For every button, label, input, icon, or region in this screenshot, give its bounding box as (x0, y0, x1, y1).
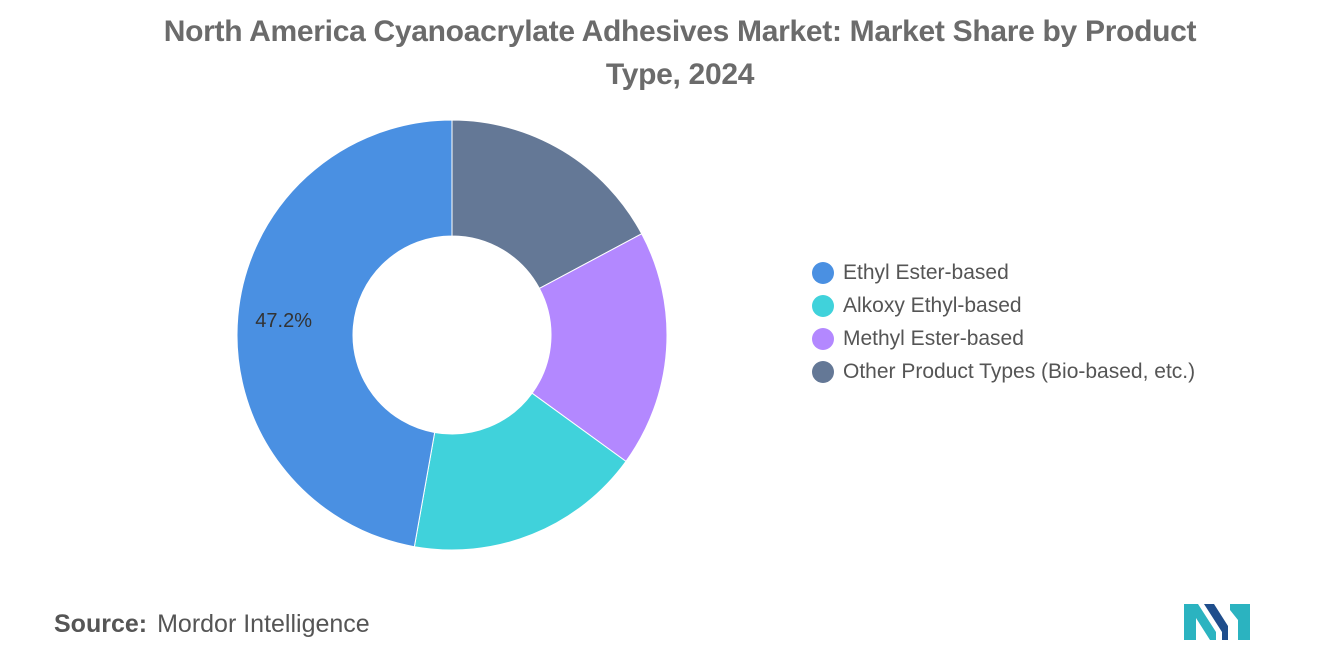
slice-other-product-types-bio-based-etc[interactable] (451, 119, 643, 290)
mordor-intelligence-logo-icon (1184, 604, 1250, 640)
legend-item-other-types[interactable]: Other Product Types (Bio-based, etc.) (812, 355, 1195, 388)
source-note: Source: Mordor Intelligence (54, 610, 370, 639)
slice-labels: 47.2% (255, 310, 312, 332)
legend-swatch (812, 360, 834, 383)
legend-swatch (812, 261, 834, 284)
chart-legend: Ethyl Ester-based Alkoxy Ethyl-based Met… (812, 256, 1195, 388)
legend-item-methyl-ester[interactable]: Methyl Ester-based (812, 322, 1195, 355)
donut-slices (236, 119, 668, 551)
slice-alkoxy-ethyl-based[interactable] (413, 392, 627, 551)
slice-ethyl-ester-based[interactable] (236, 119, 453, 548)
legend-item-alkoxy-ethyl[interactable]: Alkoxy Ethyl-based (812, 289, 1195, 322)
slice-methyl-ester-based[interactable] (531, 233, 668, 463)
logo-shape-middle (1204, 604, 1228, 640)
data-label-ethyl-ester-based: 47.2% (255, 310, 312, 332)
logo-shape-right (1230, 604, 1250, 640)
logo-shape-left (1184, 604, 1216, 640)
legend-swatch (812, 294, 834, 317)
legend-item-ethyl-ester[interactable]: Ethyl Ester-based (812, 256, 1195, 289)
legend-label: Ethyl Ester-based (843, 260, 1009, 284)
legend-label: Methyl Ester-based (843, 326, 1024, 350)
chart-title: North America Cyanoacrylate Adhesives Ma… (163, 15, 1197, 91)
source-value: Mordor Intelligence (157, 610, 370, 638)
legend-label: Alkoxy Ethyl-based (843, 293, 1022, 317)
legend-swatch (812, 327, 834, 350)
legend-label: Other Product Types (Bio-based, etc.) (843, 359, 1196, 383)
source-key: Source: (54, 610, 148, 638)
